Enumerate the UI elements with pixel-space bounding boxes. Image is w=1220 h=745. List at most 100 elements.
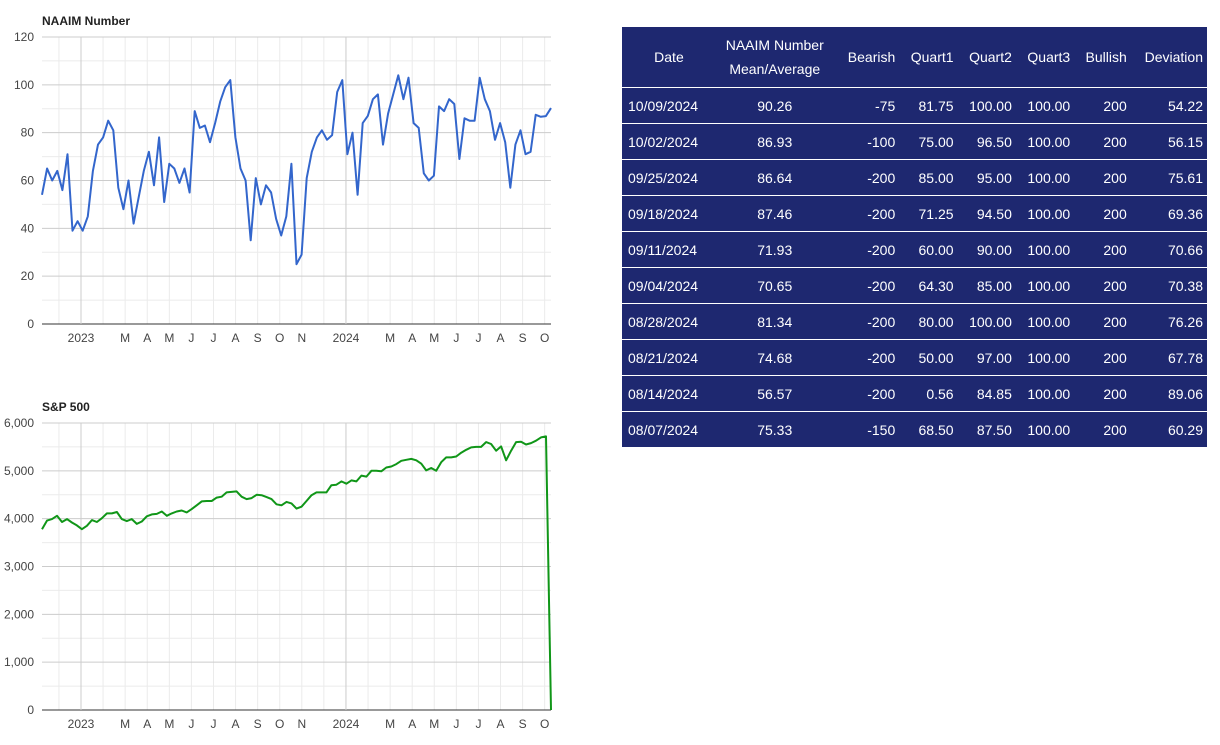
cell-quart2: 95.00	[957, 159, 1016, 196]
cell-quart1: 75.00	[899, 123, 958, 160]
cell-bearish: -200	[835, 303, 900, 340]
x-tick-label: 2023	[68, 717, 95, 731]
table-row: 09/04/2024 70.65 -200 64.30 85.00 100.00 200 70…	[622, 267, 1207, 304]
cell-quart1: 50.00	[899, 339, 958, 376]
cell-quart1: 68.50	[918, 421, 954, 438]
x-tick-label: J	[210, 331, 216, 345]
cell-bearish: -100	[835, 123, 900, 160]
cell-quart1: 60.00	[899, 231, 958, 268]
cell-deviation: 76.26	[1130, 303, 1207, 340]
cell-bearish: -75	[835, 87, 900, 124]
cell-bearish: -200	[835, 195, 900, 232]
x-tick-label: J	[188, 331, 194, 345]
cell-quart2: 100.00	[957, 87, 1016, 124]
series-line	[41, 74, 552, 266]
cell-quart3: 100.00	[1015, 231, 1075, 268]
cell-quart2: 85.00	[957, 267, 1016, 304]
cell-date: 08/14/2024	[622, 375, 714, 412]
cell-mean: 74.68	[713, 339, 836, 376]
cell-quart2: 97.00	[957, 339, 1016, 376]
table-row: 09/18/2024 87.46 -200 71.25 94.50 100.00 200 69…	[622, 195, 1207, 232]
y-tick-label: 100	[14, 78, 34, 92]
header-date: Date	[622, 27, 714, 88]
gridlines	[42, 36, 551, 325]
cell-date: 09/04/2024	[622, 267, 714, 304]
table-row: 09/25/2024 86.64 -200 85.00 95.00 100.00 200 75…	[622, 159, 1207, 196]
x-tick-label: S	[254, 717, 262, 731]
y-tick-label: 20	[21, 269, 35, 283]
cell-date: 10/09/2024	[622, 87, 714, 124]
cell-quart2: 100.00	[957, 303, 1016, 340]
x-tick-label: N	[297, 717, 306, 731]
x-tick-label: A	[497, 331, 505, 345]
header-mean-line2: Mean/Average	[729, 61, 821, 77]
cell-deviation: 60.29	[1167, 421, 1203, 438]
cell-mean: 86.64	[713, 159, 836, 196]
x-tick-label: A	[143, 331, 151, 345]
y-tick-label: 0	[27, 317, 34, 331]
header-bullish: Bullish	[1074, 27, 1131, 88]
cell-quart1: 0.56	[899, 375, 958, 412]
x-tick-label: A	[232, 717, 240, 731]
cell-quart3: 100.00	[1015, 339, 1075, 376]
y-tick-label: 120	[14, 30, 34, 44]
cell-date: 09/11/2024	[622, 231, 714, 268]
x-tick-label: A	[408, 331, 416, 345]
x-tick-label: O	[275, 331, 284, 345]
x-tick-label: J	[475, 717, 481, 731]
cell-deviation: 54.22	[1130, 87, 1207, 124]
cell-quart3: 100.00	[1015, 159, 1075, 196]
table-header-row: Date NAAIM Number Mean/Average Bearish Q…	[622, 27, 1207, 88]
header-quart1: Quart1	[899, 27, 958, 88]
naaim-chart: NAAIM Number 0 20 40 60 80 100 120 2023 M A M J J A S O N…	[0, 0, 560, 360]
header-quart2: Quart2	[957, 27, 1016, 88]
cell-bullish: 200	[1074, 87, 1131, 124]
cell-bearish: -150	[867, 421, 896, 438]
cell-deviation: 89.06	[1130, 375, 1207, 412]
y-tick-label: 40	[21, 221, 35, 235]
table-row: 08/07/2024 75.33 -150 68.50 87.50 100.00 200 60…	[622, 412, 1207, 448]
cell-bearish: -200	[835, 159, 900, 196]
x-tick-label: M	[120, 331, 130, 345]
cell-bullish: 200	[1074, 267, 1131, 304]
cell-quart3: 100.00	[1015, 375, 1075, 412]
cell-quart1: 81.75	[899, 87, 958, 124]
cell-bearish: -200	[835, 231, 900, 268]
cell-date: 08/21/2024	[622, 339, 714, 376]
cell-quart1: 64.30	[899, 267, 958, 304]
cell-bearish: -200	[835, 267, 900, 304]
cell-bullish: 200	[1103, 421, 1127, 438]
x-tick-label: J	[453, 717, 459, 731]
cell-quart3: 100.00	[1015, 195, 1075, 232]
cell-quart2: 96.50	[957, 123, 1016, 160]
cell-bullish: 200	[1074, 123, 1131, 160]
x-tick-label: M	[120, 717, 130, 731]
cell-date: 08/28/2024	[622, 303, 714, 340]
x-tick-label: O	[540, 331, 549, 345]
x-tick-label: M	[385, 717, 395, 731]
cell-quart3: 100.00	[1015, 267, 1075, 304]
cell-bearish: -200	[835, 339, 900, 376]
cell-bullish: 200	[1074, 195, 1131, 232]
cell-quart1: 71.25	[899, 195, 958, 232]
cell-deviation: 56.15	[1130, 123, 1207, 160]
cell-bullish: 200	[1074, 339, 1131, 376]
x-tick-label: M	[429, 331, 439, 345]
y-tick-label: 6,000	[4, 416, 34, 430]
cell-bullish: 200	[1074, 303, 1131, 340]
y-tick-label: 3,000	[4, 560, 34, 574]
sp500-chart-svg: S&P 500 0 1,000 2,000 3,000 4,000 5,000 6,000 20…	[4, 400, 552, 731]
x-tick-label: J	[210, 717, 216, 731]
cell-quart1: 85.00	[899, 159, 958, 196]
cell-deviation: 67.78	[1130, 339, 1207, 376]
x-tick-label: 2024	[333, 331, 360, 345]
cell-quart3: 100.00	[1015, 87, 1075, 124]
cell-quart2: 87.50	[976, 421, 1012, 438]
chart-title: S&P 500	[42, 400, 90, 414]
x-tick-label: A	[232, 331, 240, 345]
cell-mean: 56.57	[713, 375, 836, 412]
cell-mean: 70.65	[713, 267, 836, 304]
x-tick-label: J	[475, 331, 481, 345]
cell-bearish: -200	[835, 375, 900, 412]
